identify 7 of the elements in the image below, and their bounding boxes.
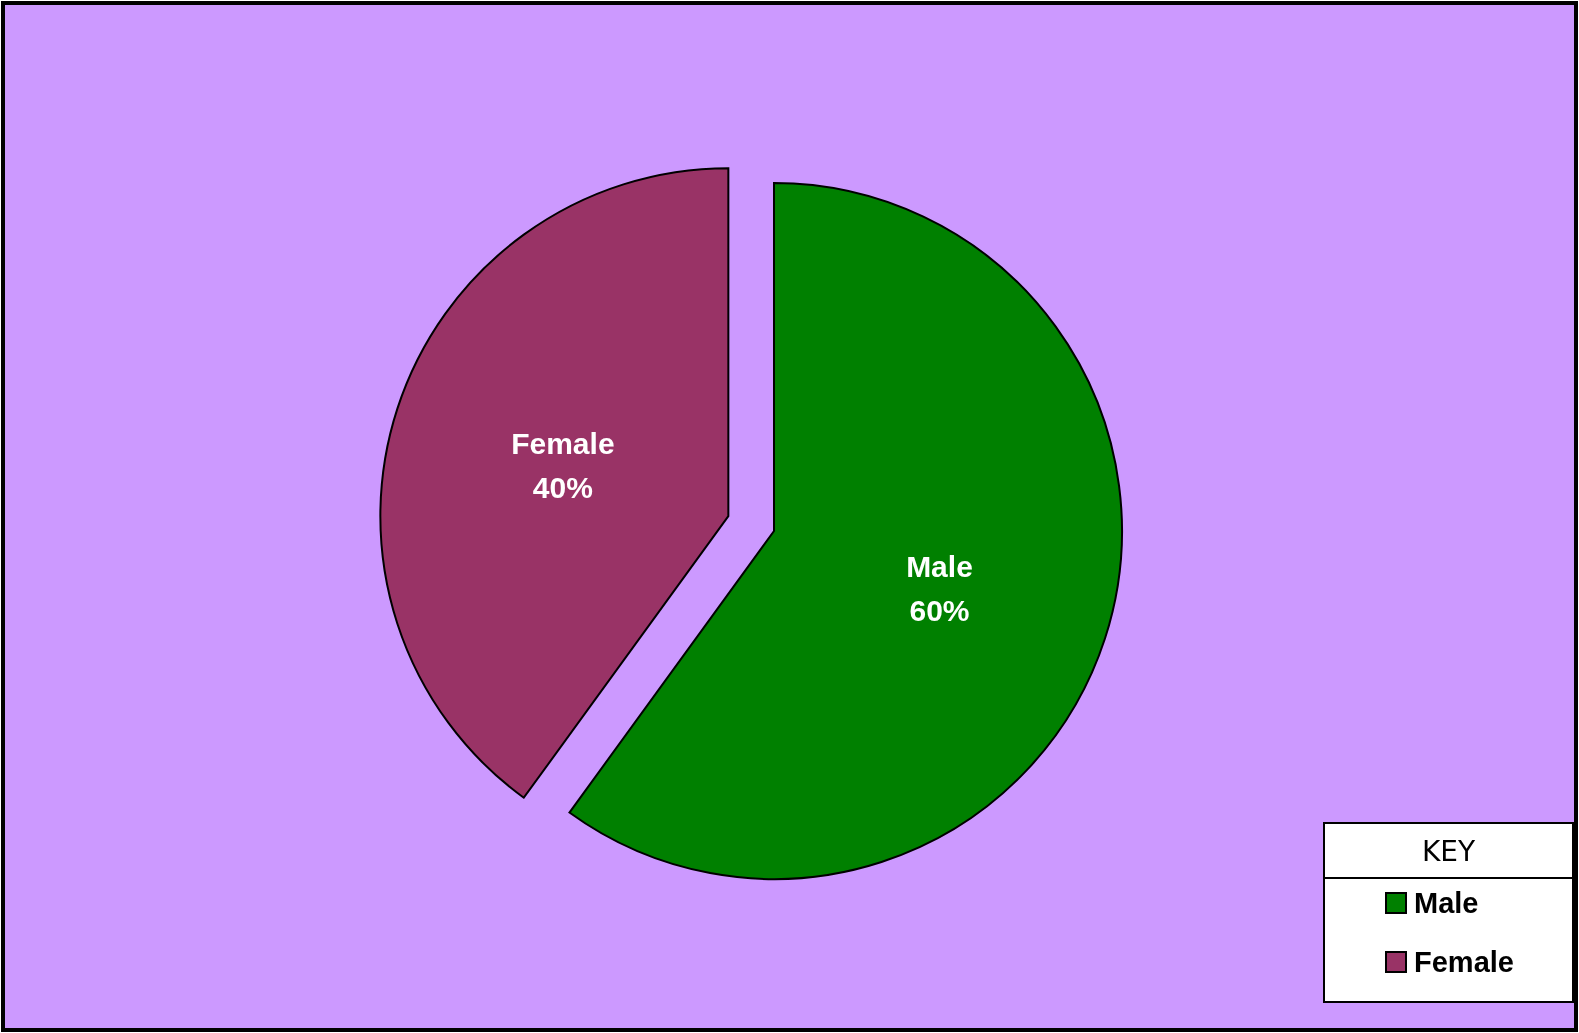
legend-title: KEY [1421,835,1476,868]
legend-label: Male [1414,887,1479,919]
slice-label: Male [906,549,973,583]
data-label: 40% [532,471,593,505]
data-label: 60% [909,593,970,627]
legend-label: Female [1414,946,1514,978]
slice-label: Female [511,427,615,461]
